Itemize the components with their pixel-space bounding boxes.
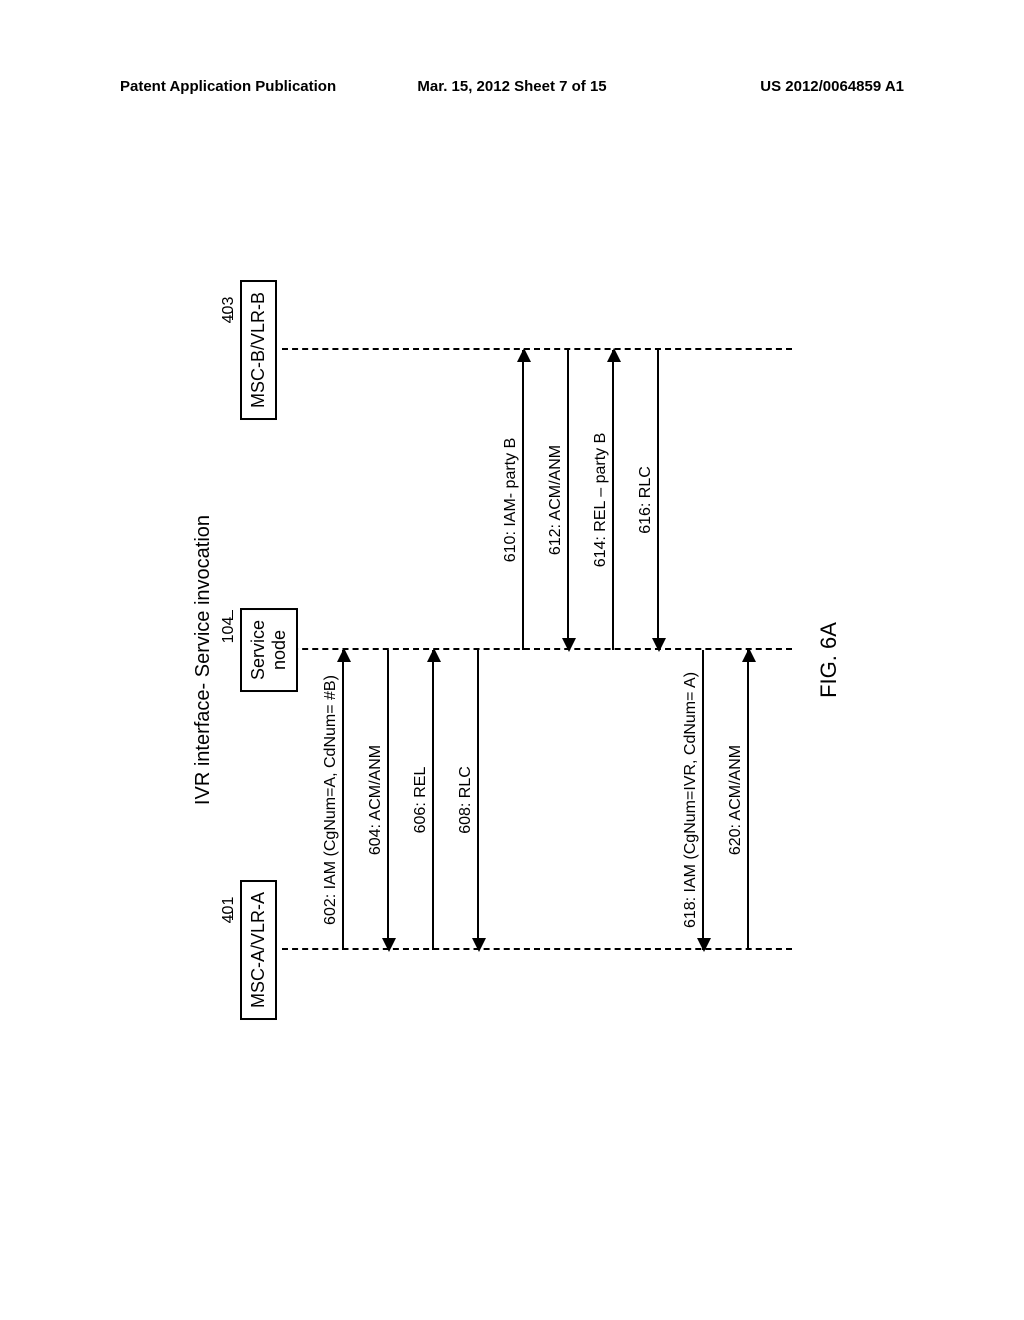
message-label-1: 604: ACM/ANM (367, 650, 385, 950)
ref-leader-104 (232, 610, 233, 620)
ref-401: 401 (220, 897, 238, 924)
message-label-8: 618: IAM (CgNum=IVR, CdNum= A) (682, 650, 700, 950)
message-9: 620: ACM/ANM (747, 650, 749, 950)
lifeline-box-s: Servicenode (240, 608, 298, 692)
message-label-6: 614: REL – party B (592, 350, 610, 650)
figure-label: FIG. 6A (816, 270, 842, 1050)
message-label-0: 602: IAM (CgNum=A, CdNum= #B) (322, 650, 340, 950)
lifeline-box-b: MSC-B/VLR-B (240, 280, 277, 420)
message-6: 614: REL – party B (612, 350, 614, 650)
page: Patent Application Publication Mar. 15, … (0, 0, 1024, 1320)
sequence-diagram: IVR interface- Service invocation FIG. 6… (192, 270, 832, 1050)
ref-104: 104 (220, 617, 238, 644)
header-left: Patent Application Publication (120, 78, 336, 95)
message-2: 606: REL (432, 650, 434, 950)
header-center: Mar. 15, 2012 Sheet 7 of 15 (417, 78, 606, 95)
message-7: 616: RLC (657, 350, 659, 650)
message-0: 602: IAM (CgNum=A, CdNum= #B) (342, 650, 344, 950)
message-label-2: 606: REL (412, 650, 430, 950)
lifeline-box-a: MSC-A/VLR-A (240, 880, 277, 1020)
message-label-7: 616: RLC (637, 350, 655, 650)
message-3: 608: RLC (477, 650, 479, 950)
ref-403: 403 (220, 297, 238, 324)
diagram-title: IVR interface- Service invocation (192, 270, 215, 1050)
message-label-3: 608: RLC (457, 650, 475, 950)
ref-leader-401 (232, 910, 233, 920)
lifeline-b (282, 348, 792, 350)
lifeline-s (282, 648, 792, 650)
message-8: 618: IAM (CgNum=IVR, CdNum= A) (702, 650, 704, 950)
header-right: US 2012/0064859 A1 (760, 78, 904, 95)
message-1: 604: ACM/ANM (387, 650, 389, 950)
message-label-9: 620: ACM/ANM (727, 650, 745, 950)
message-label-5: 612: ACM/ANM (547, 350, 565, 650)
message-label-4: 610: IAM- party B (502, 350, 520, 650)
message-4: 610: IAM- party B (522, 350, 524, 650)
lifeline-a (282, 948, 792, 950)
message-5: 612: ACM/ANM (567, 350, 569, 650)
ref-leader-403 (232, 310, 233, 320)
